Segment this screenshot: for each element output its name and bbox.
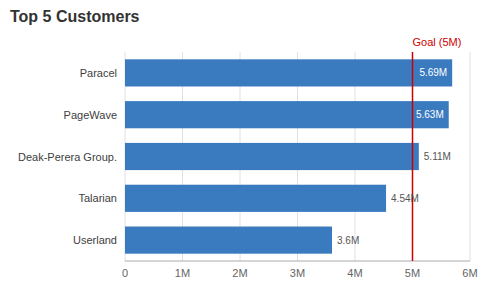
tick-label: 3M [290,267,305,279]
category-label: PageWave [64,109,117,121]
data-label: 3.6M [337,235,359,246]
reference-line [412,52,414,261]
bar [125,59,452,86]
category-label: Talarian [78,192,117,204]
grid [125,52,470,261]
bars [125,59,452,253]
data-label: 5.63M [416,109,444,120]
category-label: Deak-Perera Group. [18,151,117,163]
tick-label: 5M [405,267,420,279]
tick-label: 2M [232,267,247,279]
bar [125,143,419,170]
data-label: 4.54M [391,193,419,204]
bar [125,185,386,212]
title: Top 5 Customers [10,8,140,25]
data-label: 5.11M [424,151,451,162]
tick-label: 6M [462,267,477,279]
axis-line [125,261,470,262]
grid-line [412,52,413,261]
reference-labels: Goal (5M) [413,36,462,48]
tick-label: 0 [122,267,128,279]
category-label: Paracel [80,67,117,79]
bar [125,101,449,128]
chart: Top 5 Customers 0 1M 2M 3M 4M 5M 6M Userland Tala… [0,0,500,291]
x-axis: 0 1M 2M 3M 4M 5M 6M [122,261,478,279]
grid-line [470,52,471,261]
tick-label: 4M [347,267,362,279]
bar [125,227,332,254]
category-label: Userland [73,234,117,246]
data-labels: 3.6M 4.54M 5.11M 5.63M 5.69M [337,67,451,245]
tick-label: 1M [175,267,190,279]
reference [412,52,413,261]
reference-label: Goal (5M) [413,36,462,48]
y-axis: Userland Talarian Deak-Perera Group. PageWa… [18,67,117,246]
data-label: 5.69M [419,67,447,78]
